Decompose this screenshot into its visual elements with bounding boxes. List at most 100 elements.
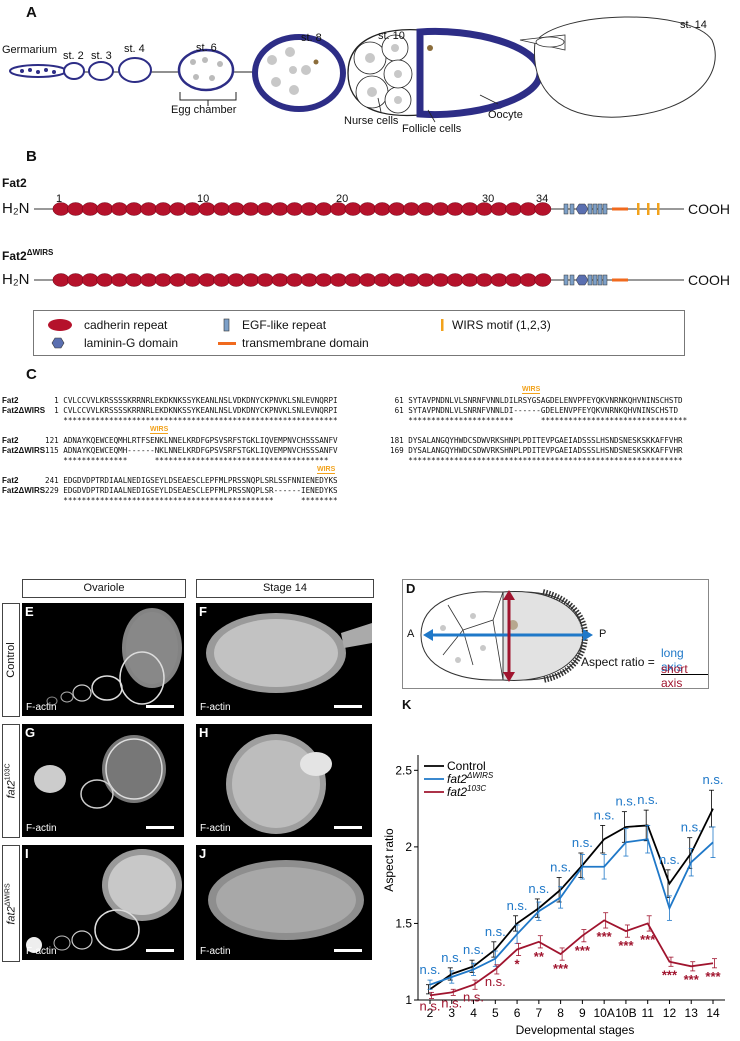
egf-repeat xyxy=(597,274,603,286)
significance-label-red: *** xyxy=(597,929,613,944)
seq-line-b2-r3: ****************************************… xyxy=(390,456,683,465)
seq-line-b2-l3: ************** *************************… xyxy=(45,456,329,465)
cadherin-repeat xyxy=(271,273,289,287)
legend-laminin-label: laminin-G domain xyxy=(84,336,179,350)
panel-label-g: G xyxy=(25,725,36,740)
domain-legend: cadherin repeat laminin-G domain EGF-lik… xyxy=(33,310,685,356)
x-tick-label: 13 xyxy=(685,1006,699,1020)
row2-gene: fat2 xyxy=(5,780,18,799)
egf-repeat xyxy=(602,203,608,215)
h2n-label-1: H₂N xyxy=(2,200,30,217)
significance-label-red: *** xyxy=(705,969,721,984)
significance-label-red: *** xyxy=(553,961,569,976)
x-tick-label: 5 xyxy=(492,1006,499,1020)
legend-egf-icon xyxy=(223,318,230,332)
significance-label-blue: n.s. xyxy=(528,881,549,896)
repeat-num-1: 1 xyxy=(56,193,63,205)
stage-label-st6: st. 6 xyxy=(196,42,217,54)
x-tick-label: 10A xyxy=(593,1006,614,1020)
aspect-ratio-chart: Aspect ratio Developmental stages 1 1.5 2 2… xyxy=(382,755,725,1037)
egg-chamber-label: Egg chamber xyxy=(171,104,237,116)
repeat-num-20: 20 xyxy=(336,193,349,205)
cadherin-repeat xyxy=(432,273,449,287)
legend-cadherin-icon xyxy=(48,319,72,331)
panel-label-b: B xyxy=(26,148,37,165)
seq-line-b2-r2: 169 DYSALANGQYHWDCSDWVRKSHNPLPDITEVPGAEI… xyxy=(390,446,683,455)
significance-label-blue: n.s. xyxy=(572,835,593,850)
micrograph-j: J F-actin xyxy=(196,845,372,960)
x-tick-label: 3 xyxy=(448,1006,455,1020)
legend-wirs-label: WIRS motif (1,2,3) xyxy=(452,318,551,332)
cadherin-repeat xyxy=(198,273,216,287)
y-tick-label: 1 xyxy=(405,993,412,1007)
seq-line-b3-l2: 229 EDGDVDPTRDIAALNEDIGSEYLDSEAESCLEPFML… xyxy=(45,486,338,495)
cadherin-repeat xyxy=(534,202,552,216)
egg-chamber-st2 xyxy=(63,62,85,80)
repeat-num-30: 30 xyxy=(482,193,495,205)
seq-line-b1-r1: 61 SYTAVPNDNLVLSNRNFVNNLDILRSYGSAGDELENV… xyxy=(390,396,683,405)
egf-repeat xyxy=(602,274,608,286)
cadherin-repeat xyxy=(154,273,172,287)
stage-label-st14: st. 14 xyxy=(680,19,707,31)
stage-label-st8: st. 8 xyxy=(301,32,322,44)
significance-label-red: ** xyxy=(534,949,545,964)
cadherin-repeat xyxy=(534,273,552,287)
cadherin-repeat xyxy=(373,273,391,287)
seq-name-dwirs-2: Fat2ΔWIRS xyxy=(2,446,46,455)
scale-bar-i xyxy=(146,949,174,952)
significance-label-red: n.s. xyxy=(485,974,506,989)
cadherin-repeat xyxy=(213,202,231,216)
cadherin-repeat xyxy=(96,202,114,216)
panel-label-i: I xyxy=(25,846,29,861)
aspect-ratio-label: Aspect ratio = xyxy=(581,655,655,669)
panel-label-f: F xyxy=(199,604,207,619)
x-tick-label: 14 xyxy=(706,1006,720,1020)
egf-repeat xyxy=(569,203,575,215)
stage-label-st3: st. 3 xyxy=(91,50,112,62)
significance-label-blue: n.s. xyxy=(420,962,441,977)
significance-label-red: *** xyxy=(640,932,656,947)
significance-label-red: *** xyxy=(618,938,634,953)
cadherin-repeat xyxy=(329,273,347,287)
seq-line-b3-l1: 241 EDGDVDPTRDIAALNEDIGSEYLDSEAESCLEPFML… xyxy=(45,476,338,485)
chart-ylabel: Aspect ratio xyxy=(382,828,396,892)
significance-label-red: n.s. xyxy=(441,995,462,1010)
cadherin-repeat xyxy=(271,202,289,216)
egg-chamber-st4 xyxy=(118,57,152,83)
legend-tm-label: transmembrane domain xyxy=(242,336,369,350)
egg-chamber-st3 xyxy=(88,61,114,81)
cadherin-repeat xyxy=(417,202,435,216)
significance-label-blue: n.s. xyxy=(550,860,571,875)
cadherin-repeat xyxy=(388,202,406,216)
significance-label-red: n.s. xyxy=(420,998,441,1013)
y-tick-label: 2.5 xyxy=(395,763,412,777)
h2n-label-2: H₂N xyxy=(2,271,30,288)
seq-name-fat2-2: Fat2 xyxy=(2,436,19,445)
cadherin-repeat xyxy=(242,273,260,287)
cadherin-repeat xyxy=(519,273,537,287)
cadherin-repeat xyxy=(388,273,406,287)
cadherin-repeat xyxy=(256,202,274,216)
cadherin-repeat xyxy=(286,273,303,287)
egf-repeat xyxy=(563,203,569,215)
cadherin-repeat xyxy=(198,202,216,216)
significance-label-blue: n.s. xyxy=(463,942,484,957)
cadherin-repeat xyxy=(505,202,522,216)
nurse-cells-label: Nurse cells xyxy=(344,115,399,127)
seq-line-b1-l2: 1 CVLCCVVLKRSSSSKRRNRLEKDKNKSSYKEANLNSLV… xyxy=(45,406,338,415)
legend-cadherin-label: cadherin repeat xyxy=(84,318,168,332)
cadherin-repeat xyxy=(461,202,479,216)
cadherin-repeat xyxy=(359,202,376,216)
row3-sup: ΔWIRS xyxy=(4,882,12,906)
cadherin-repeat xyxy=(125,202,143,216)
stain-label-f: F-actin xyxy=(200,702,231,713)
seq-line-b2-r1: 181 DYSALANGQYHWDCSDWVRKSHNPLPDITEVPGAEI… xyxy=(390,436,683,445)
panel-label-d: D xyxy=(406,581,416,596)
cadherin-repeat xyxy=(475,202,493,216)
follicle-cells-label: Follicle cells xyxy=(402,123,462,135)
egf-repeat xyxy=(587,203,593,215)
scale-bar-f xyxy=(334,705,362,708)
cadherin-repeat xyxy=(111,273,128,287)
cadherin-repeat xyxy=(81,202,99,216)
panel-label-h: H xyxy=(199,725,209,740)
